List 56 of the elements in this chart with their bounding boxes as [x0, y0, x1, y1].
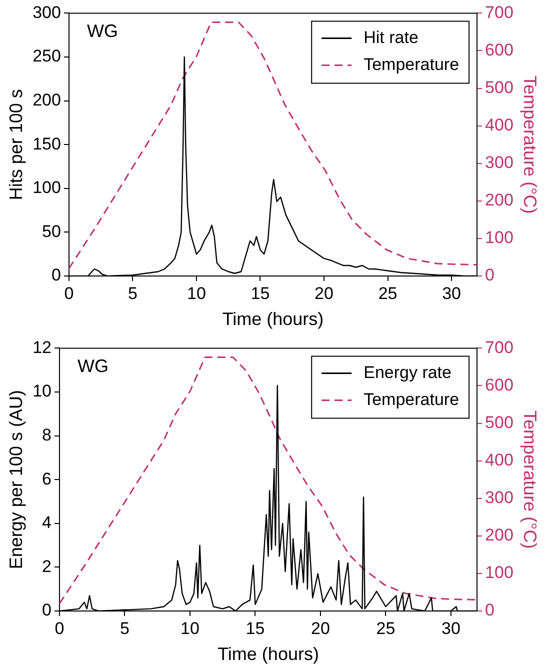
y2-tick-label: 300	[485, 153, 514, 172]
x-tick-label: 15	[250, 284, 270, 303]
y-tick-label: 250	[32, 46, 61, 66]
line-series	[68, 21, 478, 270]
y-tick-label: 300	[32, 2, 61, 22]
x-tick-label: 25	[378, 284, 398, 303]
y-tick-label: 4	[42, 513, 52, 532]
y2-tick-label: 300	[485, 488, 514, 508]
y-tick-label: 10	[32, 382, 52, 401]
x-tick-label: 15	[246, 618, 265, 638]
legend-label: Temperature	[364, 54, 460, 74]
y2-tick-label: 700	[485, 338, 514, 357]
x-tick-label: 5	[120, 618, 130, 638]
y2-tick-label: 700	[485, 2, 514, 22]
x-tick-label: 10	[180, 618, 200, 638]
y2-axis-title: Temperature (°C)	[520, 410, 540, 549]
y2-tick-label: 600	[485, 40, 514, 60]
y-tick-label: 8	[42, 425, 52, 444]
x-tick-label: 5	[128, 284, 138, 303]
y-tick-label: 0	[42, 600, 52, 620]
y-tick-label: 50	[42, 222, 61, 241]
y-axis-title: Hits per 100 s	[6, 89, 26, 200]
y2-tick-label: 500	[485, 412, 514, 432]
x-tick-label: 30	[442, 284, 461, 303]
x-tick-label: 10	[187, 284, 206, 303]
y-tick-label: 12	[32, 338, 52, 357]
y-tick-label: 0	[51, 266, 61, 285]
y2-tick-label: 500	[485, 78, 514, 97]
legend-label: Temperature	[364, 390, 460, 409]
y2-tick-label: 400	[485, 116, 514, 135]
y-tick-label: 100	[32, 178, 61, 198]
y2-tick-label: 400	[485, 450, 514, 470]
x-tick-label: 0	[64, 284, 74, 303]
y2-tick-label: 100	[485, 563, 514, 582]
x-tick-label: 30	[441, 618, 460, 638]
y2-tick-label: 100	[485, 228, 514, 248]
x-tick-label: 20	[311, 618, 330, 638]
y2-axis-title: Temperature (°C)	[520, 75, 540, 214]
y2-tick-label: 200	[485, 526, 514, 545]
y-tick-label: 150	[32, 134, 61, 154]
y2-tick-label: 200	[485, 190, 514, 210]
x-tick-label: 20	[314, 284, 334, 303]
annotation: WG	[86, 21, 118, 42]
y-tick-label: 6	[42, 469, 52, 488]
annotation: WG	[78, 356, 109, 376]
legend-label: Energy rate	[364, 362, 452, 382]
y2-tick-label: 0	[485, 600, 495, 620]
y2-tick-label: 0	[485, 266, 495, 285]
x-axis-title: Time (hours)	[218, 644, 319, 664]
x-axis-title: Time (hours)	[222, 309, 324, 330]
y-tick-label: 2	[42, 556, 52, 576]
x-tick-label: 25	[376, 618, 396, 638]
y-axis-title: Energy per 100 s (AU)	[6, 390, 26, 570]
y2-tick-label: 600	[485, 375, 514, 394]
legend-label: Hit rate	[364, 28, 418, 47]
y-tick-label: 200	[32, 90, 61, 110]
